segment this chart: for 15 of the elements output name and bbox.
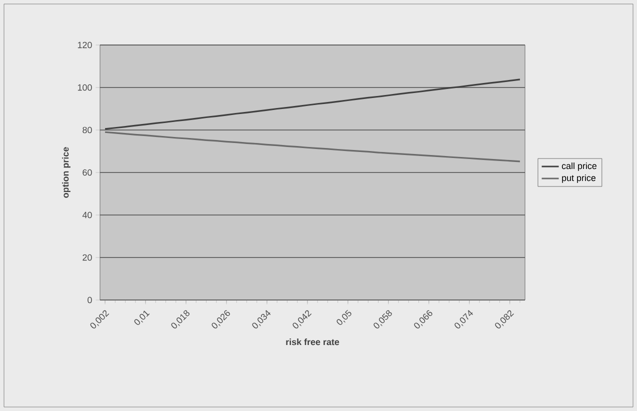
legend-label: call price: [562, 162, 597, 171]
x-tick-label: 0,01: [134, 310, 150, 325]
y-tick-label: 120: [78, 42, 92, 48]
line-series: [104, 131, 521, 162]
line-series: [104, 78, 521, 130]
y-tick-label: 80: [82, 126, 92, 134]
x-tick-label: 0,05: [336, 310, 352, 325]
y-tick-label: 20: [82, 254, 92, 261]
y-tick-label: 40: [82, 212, 92, 218]
y-tick-label: 100: [78, 84, 92, 91]
x-axis-title: risk free rate: [286, 338, 340, 346]
legend-label: put price: [562, 174, 596, 183]
y-axis-title: option price: [62, 147, 70, 198]
y-tick-label: 60: [82, 169, 92, 176]
y-tick-label: 0: [88, 296, 92, 304]
